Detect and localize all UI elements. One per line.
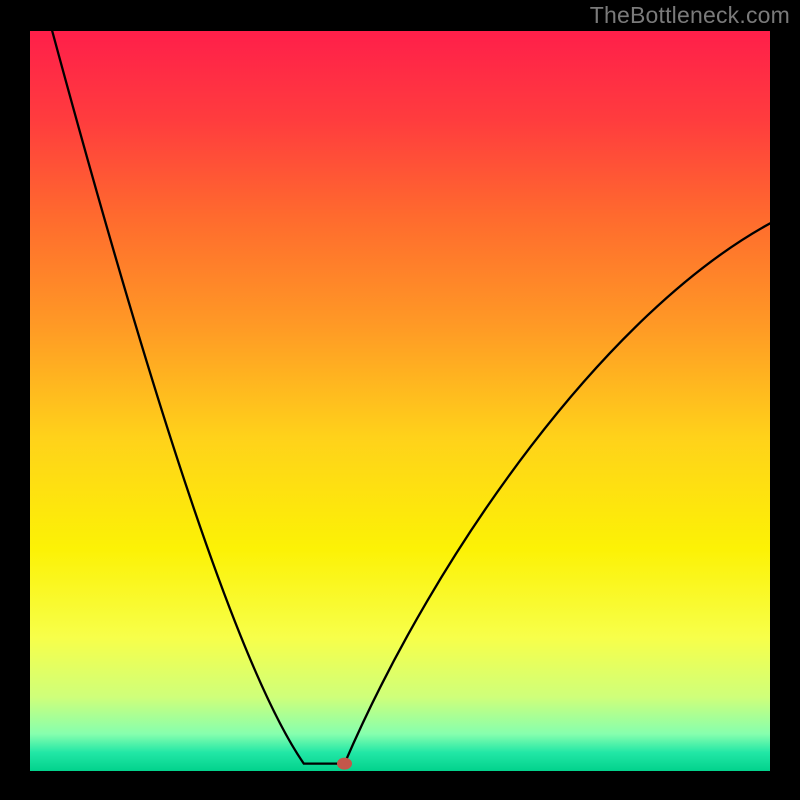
frame-left bbox=[0, 0, 30, 800]
bottleneck-chart bbox=[30, 31, 770, 771]
watermark-text: TheBottleneck.com bbox=[590, 2, 790, 29]
frame-bottom bbox=[0, 771, 800, 800]
chart-background bbox=[30, 31, 770, 771]
frame-right bbox=[770, 0, 800, 800]
chart-svg bbox=[30, 31, 770, 771]
optimum-marker bbox=[337, 758, 352, 770]
